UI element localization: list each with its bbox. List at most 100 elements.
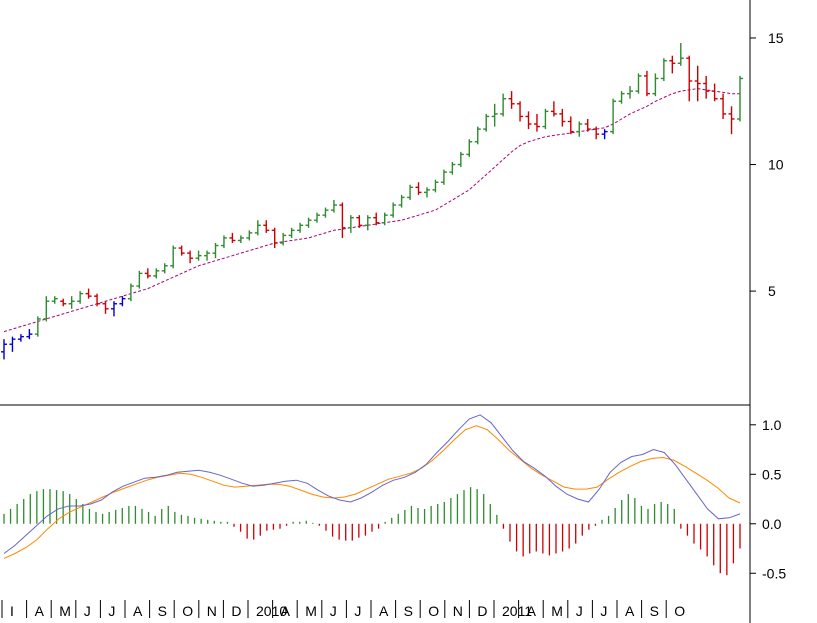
- ohlc-bar: [43, 296, 50, 322]
- ohlc-bar: [635, 73, 642, 94]
- ohlc-bar: [491, 103, 498, 127]
- ohlc-bar: [68, 296, 75, 309]
- x-tick-label: 2010: [256, 603, 287, 619]
- ohlc-bar: [85, 288, 92, 299]
- x-tick-label: O: [674, 603, 685, 619]
- ohlc-bar: [161, 263, 168, 274]
- ohlc-bar: [280, 232, 287, 246]
- x-tick-label: J: [354, 603, 361, 619]
- ohlc-bar: [77, 291, 84, 304]
- ohlc-bar: [423, 187, 430, 198]
- ohlc-bar: [440, 169, 447, 185]
- ohlc-bar: [584, 118, 591, 132]
- x-tick-label: S: [404, 603, 413, 619]
- x-tick-label: J: [600, 603, 607, 619]
- ohlc-bar: [559, 108, 566, 127]
- ohlc-bar: [34, 316, 41, 337]
- ohlc-bar: [567, 116, 574, 135]
- ohlc-bar: [330, 199, 337, 213]
- x-tick-label: J: [84, 603, 91, 619]
- ohlc-bar: [9, 336, 16, 352]
- x-tick-label: J: [330, 603, 337, 619]
- ohlc-bar: [136, 270, 143, 289]
- x-tick-label: D: [231, 603, 241, 619]
- ohlc-bar: [466, 139, 473, 157]
- ohlc-bar: [711, 83, 718, 102]
- price-panel: 5 10 15: [1, 30, 784, 360]
- ohlc-bar: [26, 329, 33, 340]
- ohlc-bar: [381, 212, 388, 226]
- x-tick-label: J: [108, 603, 115, 619]
- ohlc-bar: [483, 113, 490, 132]
- ohlc-bar: [474, 126, 481, 145]
- ohlc-bar: [94, 293, 101, 307]
- ohlc-bar: [618, 91, 625, 104]
- ohlc-bar: [627, 86, 634, 99]
- ohlc-bar: [517, 101, 524, 122]
- ohlc-bar: [288, 227, 295, 238]
- x-tick-label: A: [379, 603, 389, 619]
- ohlc-bar: [737, 75, 743, 122]
- ohlc-bar: [195, 250, 202, 261]
- signal-line: [3, 425, 741, 559]
- ohlc-bar: [610, 98, 617, 135]
- x-tick-label: J: [576, 603, 583, 619]
- ohlc-bar: [204, 250, 211, 261]
- ohlc-bar: [187, 250, 194, 264]
- ohlc-bar: [373, 212, 380, 226]
- ohlc-bar: [229, 232, 236, 243]
- ohlc-bar: [415, 182, 422, 195]
- ohlc-bar: [322, 207, 329, 218]
- ohlc-bar: [533, 113, 540, 132]
- ohlc-bar: [127, 283, 134, 302]
- ohlc-bar: [703, 75, 710, 99]
- ohlc-bar: [364, 215, 371, 231]
- ohlc-bar: [449, 162, 456, 175]
- ohlc-bar: [339, 202, 346, 238]
- x-tick-label: S: [158, 603, 167, 619]
- x-tick-label: A: [35, 603, 45, 619]
- ohlc-bar: [593, 126, 600, 140]
- x-tick-label: A: [281, 603, 291, 619]
- x-tick-label: N: [453, 603, 463, 619]
- ohlc-bar: [407, 184, 414, 200]
- x-tick-label: D: [477, 603, 487, 619]
- ohlc-bar: [660, 58, 667, 81]
- macd-tick-label: 0.0: [762, 516, 782, 532]
- x-tick-label: O: [182, 603, 193, 619]
- macd-line: [3, 414, 741, 554]
- ohlc-bar: [102, 301, 109, 314]
- moving-average-line: [3, 88, 740, 333]
- ohlc-bar: [170, 245, 177, 269]
- ohlc-bar: [500, 93, 507, 117]
- ohlc-bar: [153, 268, 160, 279]
- ohlc-bar: [246, 230, 253, 241]
- x-tick-label: N: [207, 603, 217, 619]
- macd-tick-label: -0.5: [762, 565, 786, 581]
- ohlc-bar: [398, 194, 405, 208]
- ohlc-bar: [220, 235, 227, 249]
- ohlc-bar: [601, 129, 608, 140]
- ohlc-bar: [263, 220, 270, 233]
- ohlc-bar: [60, 298, 67, 307]
- ohlc-bar: [669, 55, 676, 74]
- ohlc-bar: [542, 108, 549, 130]
- ohlc-bar: [237, 235, 244, 243]
- ohlc-bar: [508, 91, 515, 109]
- x-tick-label: M: [59, 603, 71, 619]
- macd-tick-label: 1.0: [762, 417, 782, 433]
- ohlc-bar: [305, 217, 312, 228]
- ohlc-bar: [1, 339, 7, 360]
- x-tick-label: M: [305, 603, 317, 619]
- ohlc-bar: [144, 268, 151, 279]
- ohlc-bar: [576, 121, 583, 137]
- price-tick-label: 5: [768, 283, 776, 299]
- ohlc-bar: [212, 243, 219, 259]
- x-tick-label: I: [10, 603, 14, 619]
- price-tick-label: 15: [768, 30, 784, 46]
- ohlc-bar: [643, 70, 650, 97]
- ohlc-bar: [17, 334, 24, 342]
- ohlc-bar: [297, 222, 304, 233]
